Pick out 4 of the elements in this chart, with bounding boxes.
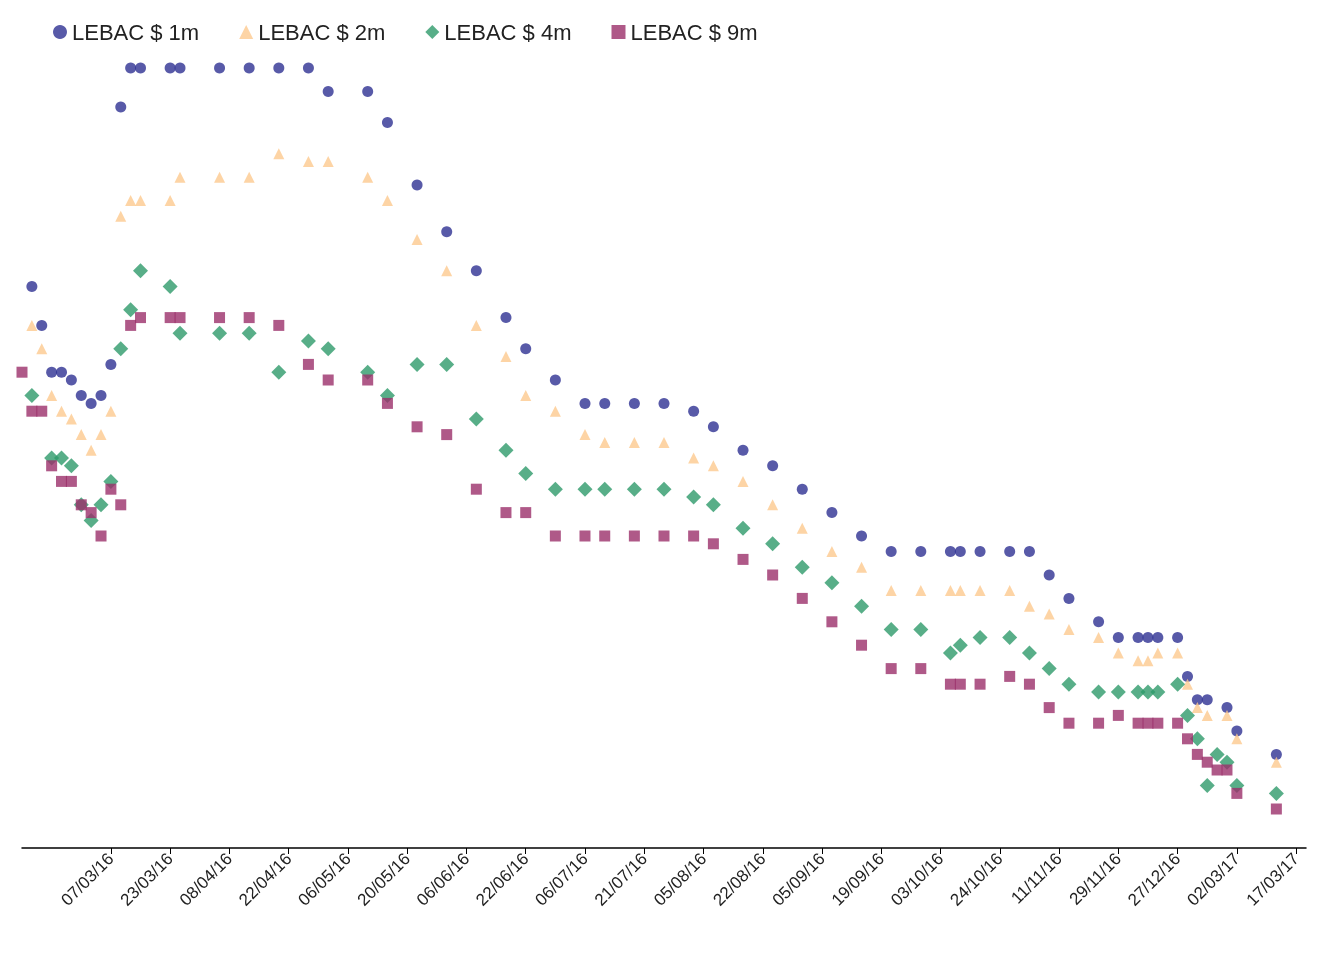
legend-label: LEBAC $ 2m	[258, 19, 386, 45]
legend-label: LEBAC $ 4m	[444, 19, 572, 45]
legend-label: LEBAC $ 1m	[72, 19, 200, 45]
legend-label: LEBAC $ 9m	[630, 19, 758, 45]
